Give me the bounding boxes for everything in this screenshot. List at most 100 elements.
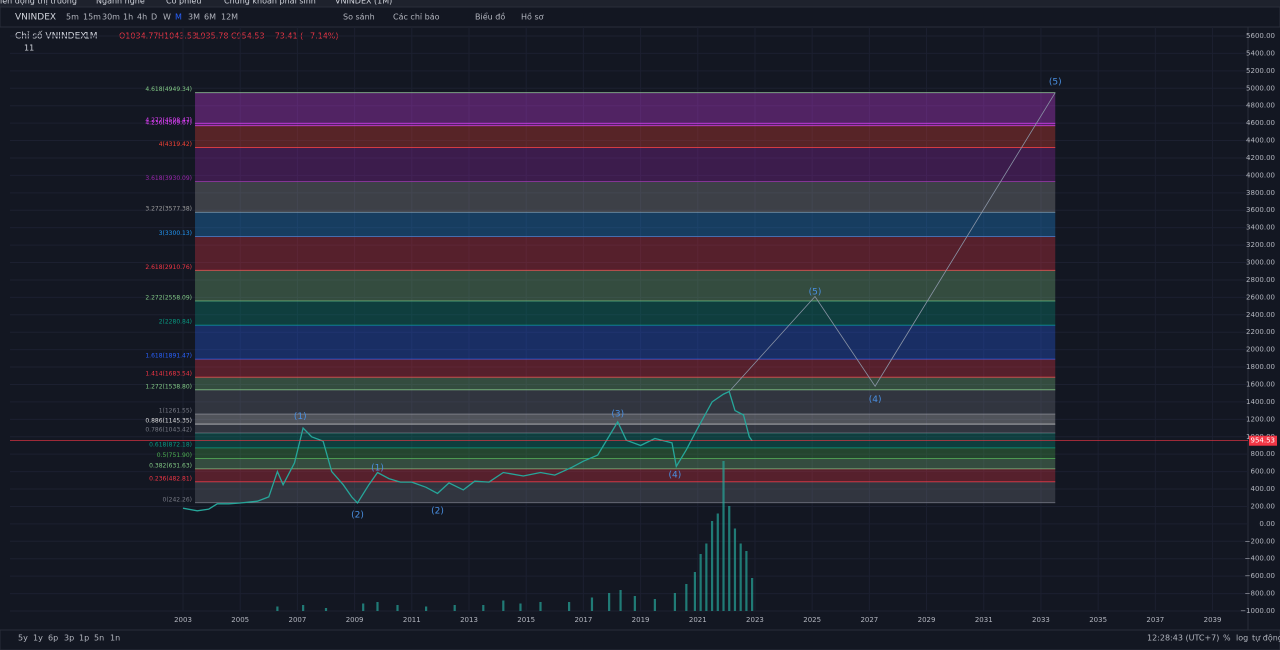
volume-bar	[722, 461, 725, 611]
tab[interactable]: Ngành nghề	[96, 0, 145, 6]
range-button[interactable]: 1p	[79, 634, 89, 643]
fib-label: 0.618(872.18)	[149, 441, 192, 448]
x-tick-label: 2027	[860, 616, 878, 624]
tab[interactable]: Cổ phiếu	[166, 0, 201, 6]
volume-bar	[519, 603, 522, 611]
fib-label: 1(1261.55)	[159, 407, 192, 414]
timeframe[interactable]: 12M	[221, 13, 238, 22]
x-tick-label: 2033	[1032, 616, 1050, 624]
indicator-count[interactable]: 11	[24, 44, 34, 53]
volume-bar	[539, 602, 542, 611]
volume-bar	[728, 506, 731, 611]
fib-label: 4.272(4598.47)	[145, 117, 192, 124]
timeframe[interactable]: 5m	[66, 13, 79, 22]
fib-band	[195, 125, 1056, 148]
toolbar-button[interactable]: Các chỉ báo	[393, 12, 440, 22]
x-tick-label: 2021	[689, 616, 707, 624]
timeframe[interactable]: 6M	[204, 13, 216, 22]
timeframe[interactable]: 1h	[123, 13, 133, 22]
range-button[interactable]: 1y	[33, 634, 43, 643]
tab[interactable]: VNINDEX (1M)	[335, 0, 392, 6]
range-button[interactable]: 5n	[94, 634, 104, 643]
last-price-label: 954.53	[1251, 437, 1276, 445]
volume-bar	[567, 602, 571, 611]
clock: 12:28:43 (UTC+7)	[1147, 634, 1219, 643]
timeframe[interactable]: D	[151, 13, 157, 22]
x-tick-label: 2031	[975, 616, 993, 624]
volume-bar	[324, 608, 328, 611]
x-tick-label: 2039	[1204, 616, 1222, 624]
volume-bar	[705, 543, 708, 611]
range-button[interactable]: 6p	[48, 634, 58, 643]
fib-band	[195, 236, 1056, 271]
volume-bar	[685, 584, 688, 611]
range-button[interactable]: 3p	[64, 634, 74, 643]
volume-bar	[693, 572, 697, 611]
fib-band	[195, 413, 1056, 425]
fib-band	[195, 377, 1056, 390]
volume-bar	[653, 599, 656, 611]
volume-bar	[376, 602, 379, 611]
timeframe[interactable]: M	[175, 13, 182, 22]
volume-bar	[302, 605, 305, 611]
timeframe[interactable]: 4h	[137, 13, 147, 22]
fib-label: 1.272(1538.80)	[145, 383, 192, 390]
y-tick-label: 3400.00	[1246, 224, 1275, 232]
fib-band	[195, 212, 1056, 237]
auto-toggle[interactable]: tự động	[1252, 633, 1280, 644]
x-tick-label: 2019	[632, 616, 650, 624]
x-tick-label: 2023	[746, 616, 764, 624]
timeframe[interactable]: 15m	[83, 13, 101, 22]
wave-label: (5)	[809, 288, 822, 298]
range-button[interactable]: 1n	[110, 634, 120, 643]
fib-label: 1.618(1891.47)	[145, 353, 192, 360]
fib-band	[195, 359, 1056, 378]
toolbar-button[interactable]: So sánh	[343, 13, 375, 22]
fib-label: 0.382(631.63)	[149, 462, 192, 469]
fib-band	[195, 325, 1056, 360]
percent-toggle[interactable]: %	[1223, 634, 1231, 643]
fib-label: 3.272(3577.38)	[145, 206, 192, 213]
volume-bar	[716, 513, 719, 611]
symbol[interactable]: VNINDEX	[15, 13, 56, 23]
timeframe[interactable]: W	[163, 13, 171, 22]
log-toggle[interactable]: log	[1236, 634, 1248, 643]
wave-label: (5)	[1049, 78, 1062, 88]
toolbar-button[interactable]: Hồ sơ	[521, 12, 544, 22]
y-tick-label: 4000.00	[1246, 171, 1275, 179]
volume-bar	[739, 543, 742, 611]
range-button[interactable]: 5y	[18, 634, 28, 643]
y-tick-label: 4200.00	[1246, 154, 1275, 162]
y-tick-label: 2000.00	[1246, 346, 1275, 354]
timeframe[interactable]: 30m	[102, 13, 120, 22]
y-tick-label: 5000.00	[1246, 84, 1275, 92]
y-tick-label: −600.00	[1245, 572, 1275, 580]
x-tick-label: 2017	[574, 616, 592, 624]
y-tick-label: 2400.00	[1246, 311, 1275, 319]
y-tick-label: 0.00	[1259, 520, 1275, 528]
y-tick-label: 4400.00	[1246, 137, 1275, 145]
volume-bar	[633, 596, 636, 611]
fib-band	[195, 92, 1056, 124]
volume-bar	[482, 605, 485, 611]
y-tick-label: 800.00	[1251, 450, 1276, 458]
last-price-tag	[1249, 435, 1277, 446]
toolbar-button[interactable]: Biểu đồ	[475, 12, 505, 22]
volume-bar	[424, 606, 428, 611]
fib-band	[195, 458, 1056, 469]
fib-band	[195, 481, 1056, 503]
y-tick-label: −1000.00	[1240, 607, 1275, 615]
wave-label: (4)	[869, 395, 882, 405]
volume-bar	[619, 590, 622, 611]
tab[interactable]: Chứng khoán phái sinh	[224, 0, 316, 6]
y-tick-label: 1400.00	[1246, 398, 1275, 406]
volume-bar	[751, 578, 754, 611]
y-tick-label: 2800.00	[1246, 276, 1275, 284]
timeframe[interactable]: 3M	[188, 13, 200, 22]
fib-label: 0.786(1043.42)	[145, 426, 192, 433]
x-tick-label: 2035	[1089, 616, 1107, 624]
tab[interactable]: iến động thị trường	[0, 0, 77, 7]
toolbar	[0, 6, 1280, 28]
x-tick-label: 2011	[403, 616, 421, 624]
volume-bar	[362, 603, 365, 611]
